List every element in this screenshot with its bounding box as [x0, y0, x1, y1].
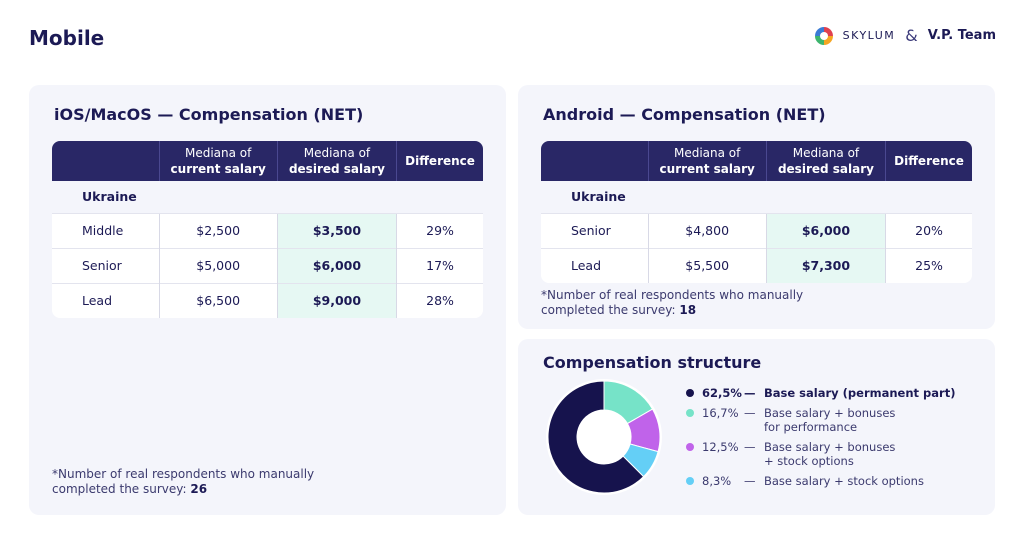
desired-cell: $6,000: [276, 247, 397, 283]
header-desired: Mediana of desired salary: [765, 141, 886, 181]
android-footnote: *Number of real respondents who manually…: [541, 288, 804, 317]
desired-cell: $6,000: [765, 212, 886, 248]
current-cell: $5,000: [158, 247, 278, 283]
android-title: Android — Compensation (NET): [543, 105, 826, 124]
diff-cell: 29%: [396, 212, 483, 248]
desired-cell: $3,500: [276, 212, 397, 248]
diff-cell: 20%: [885, 212, 972, 248]
donut-chart: [546, 379, 662, 495]
compensation-card: Compensation structure 62,5% — Base sala…: [518, 339, 995, 515]
android-table: Mediana of current salary Mediana of desir…: [541, 141, 972, 283]
diff-cell: 28%: [396, 282, 483, 318]
desired-cell: $9,000: [276, 282, 397, 318]
ios-table: Mediana of current salary Mediana of desir…: [52, 141, 483, 318]
ios-title: iOS/MacOS — Compensation (NET): [54, 105, 364, 124]
legend-item: 62,5% — Base salary (permanent part): [686, 386, 955, 400]
legend-dot: [686, 409, 694, 417]
header-current: Mediana of current salary: [647, 141, 767, 181]
header-blank: [541, 141, 648, 181]
header-difference: Difference: [396, 141, 483, 181]
table-row: Senior $5,000 $6,000 17%: [52, 247, 483, 283]
ios-card: iOS/MacOS — Compensation (NET) Mediana o…: [29, 85, 506, 515]
table-row: Senior $4,800 $6,000 20%: [541, 212, 972, 248]
level-cell: Lead: [541, 247, 648, 283]
level-cell: Senior: [52, 247, 159, 283]
skylum-logo-icon: [814, 26, 833, 45]
level-cell: Lead: [52, 282, 159, 318]
table-row: Lead $6,500 $9,000 28%: [52, 282, 483, 318]
legend-item: 12,5% — Base salary + bonuses + stock opt…: [686, 440, 955, 468]
vp-team-brand: V.P. Team: [927, 28, 996, 43]
legend: 62,5% — Base salary (permanent part) 16,…: [686, 386, 955, 494]
table-header: Mediana of current salary Mediana of desir…: [52, 141, 483, 181]
ios-footnote: *Number of real respondents who manually…: [52, 467, 315, 496]
current-cell: $6,500: [158, 282, 278, 318]
region-label: Ukraine: [541, 181, 648, 213]
header-desired: Mediana of desired salary: [276, 141, 397, 181]
legend-dot: [686, 389, 694, 397]
branding: SKYLUM & V.P. Team: [814, 26, 996, 45]
legend-item: 16,7% — Base salary + bonuses for perform…: [686, 406, 955, 434]
current-cell: $5,500: [647, 247, 767, 283]
android-card: Android — Compensation (NET) Mediana of c…: [518, 85, 995, 329]
current-cell: $2,500: [158, 212, 278, 248]
table-row: Middle $2,500 $3,500 29%: [52, 212, 483, 248]
ampersand: &: [905, 26, 918, 45]
header-blank: [52, 141, 159, 181]
legend-item: 8,3% — Base salary + stock options: [686, 474, 955, 488]
current-cell: $4,800: [647, 212, 767, 248]
compensation-title: Compensation structure: [543, 353, 762, 372]
level-cell: Middle: [52, 212, 159, 248]
desired-cell: $7,300: [765, 247, 886, 283]
region-row: Ukraine: [52, 181, 483, 213]
level-cell: Senior: [541, 212, 648, 248]
donut-slice: [547, 380, 645, 494]
legend-dot: [686, 443, 694, 451]
page-title: Mobile: [29, 26, 105, 50]
skylum-brand: SKYLUM: [842, 29, 896, 42]
diff-cell: 17%: [396, 247, 483, 283]
region-row: Ukraine: [541, 181, 972, 213]
header-difference: Difference: [885, 141, 972, 181]
diff-cell: 25%: [885, 247, 972, 283]
region-label: Ukraine: [52, 181, 159, 213]
table-row: Lead $5,500 $7,300 25%: [541, 247, 972, 283]
table-header: Mediana of current salary Mediana of desir…: [541, 141, 972, 181]
header-current: Mediana of current salary: [158, 141, 278, 181]
legend-dot: [686, 477, 694, 485]
